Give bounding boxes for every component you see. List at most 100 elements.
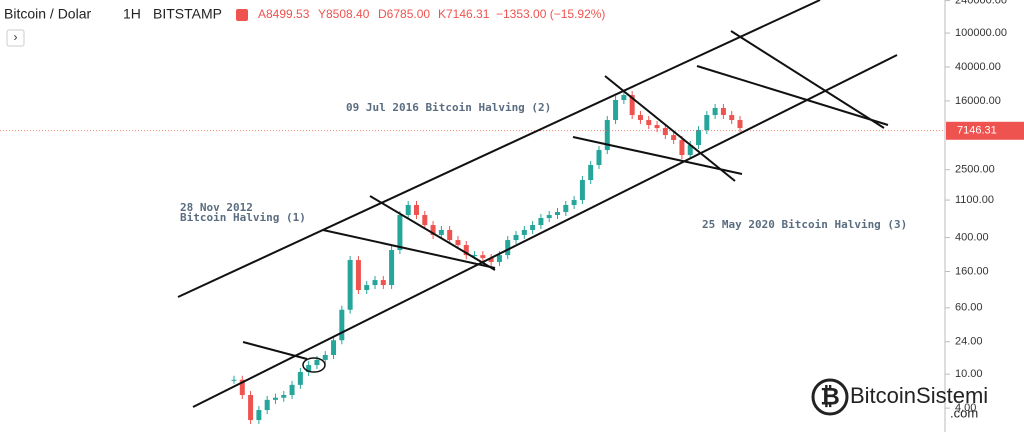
exchange: BITSTAMP: [153, 6, 222, 22]
trend-line: [730, 30, 885, 129]
candle-body: [239, 379, 245, 396]
candle-body: [704, 115, 710, 131]
trend-line: [242, 341, 308, 360]
candle-body: [662, 128, 668, 136]
lower-channel: [192, 54, 898, 408]
candle-body: [413, 204, 419, 216]
trend-lines: [177, 0, 898, 408]
ohlc-open: A8499.53: [258, 7, 310, 21]
candle-body: [538, 218, 544, 226]
candle-body: [389, 249, 395, 286]
ohlc-change: −1353.00 (−15.92%): [496, 7, 605, 21]
candle-body: [281, 395, 287, 398]
header: Bitcoin / Dolar 1H BITSTAMP A8499.53 Y85…: [4, 6, 605, 47]
trend-line: [696, 65, 889, 126]
candle-body: [729, 115, 735, 121]
last-price-badge: [946, 121, 1024, 140]
candle-body: [397, 215, 403, 250]
candle-body: [314, 359, 320, 366]
y-tick-label: 4.00: [955, 402, 976, 414]
candle-body: [472, 255, 478, 257]
candle-body: [272, 397, 278, 400]
candle-body: [646, 120, 652, 126]
y-tick-label: 100000.00: [955, 27, 1007, 39]
candle-body: [604, 120, 610, 151]
candle-body: [447, 229, 453, 241]
candle-body: [355, 260, 361, 291]
last-price-label: 7146.31: [957, 125, 997, 137]
candle-body: [297, 372, 303, 385]
candle-body: [696, 130, 702, 146]
annotation: 09 Jul 2016 Bitcoin Halving (2): [346, 101, 551, 114]
watermark: ₿ BitcoinSistemi .com: [811, 378, 988, 420]
annotation: 25 May 2020 Bitcoin Halving (3): [702, 218, 907, 231]
y-tick-label: 240000.00: [955, 0, 1007, 7]
candle-body: [671, 135, 677, 141]
candle-body: [505, 240, 511, 256]
candle-body: [264, 399, 270, 411]
candle-body: [496, 255, 502, 262]
candle-body: [596, 150, 602, 165]
candle-body: [372, 280, 378, 286]
candle-body: [679, 140, 685, 156]
ohlc-low: D6785.00: [378, 7, 430, 21]
triangle-lower: [322, 229, 496, 269]
candle-body: [720, 108, 726, 116]
candle-body: [339, 309, 345, 341]
triangle-upper: [604, 75, 736, 182]
y-tick-label: 60.00: [955, 302, 983, 314]
candle-body: [687, 145, 693, 156]
candle-body: [463, 245, 469, 256]
candle-body: [563, 204, 569, 212]
candle-body: [322, 354, 328, 360]
interval: 1H: [123, 6, 141, 22]
triangle-lower: [572, 136, 743, 175]
candle-body: [248, 395, 254, 421]
ohlc-high: Y8508.40: [318, 7, 370, 21]
candle-body: [422, 215, 428, 226]
logo-glyph: ₿: [820, 383, 840, 410]
circle-mark: [302, 357, 326, 373]
logo: [811, 378, 849, 416]
annotation: 28 Nov 2012: [180, 201, 253, 214]
candle-body: [256, 410, 262, 421]
candle-body: [571, 200, 577, 205]
price-axis-bg: [945, 0, 1024, 432]
candle-body: [347, 260, 353, 310]
candle-body: [364, 285, 370, 291]
candle-body: [555, 211, 561, 216]
candle-body: [521, 229, 527, 235]
candle-body: [613, 100, 619, 121]
y-tick-label: 24.00: [955, 336, 983, 348]
y-tick-label: 10.00: [955, 368, 983, 380]
candle-body: [488, 258, 494, 262]
candle-body: [480, 255, 486, 259]
status-icon: [236, 9, 248, 21]
ohlc-close: K7146.31: [438, 7, 490, 21]
symbol: Bitcoin / Dolar: [4, 6, 91, 22]
candle-body: [629, 95, 635, 116]
candle-body: [306, 365, 312, 373]
candle-body: [737, 120, 743, 129]
y-tick-label: 160.00: [955, 265, 989, 277]
collapse-button[interactable]: [6, 29, 25, 47]
candle-body: [438, 229, 444, 235]
candle-body: [712, 108, 718, 116]
candle-body: [588, 164, 594, 180]
y-tick-label: 16000.00: [955, 95, 1001, 107]
candle-body: [654, 125, 660, 129]
candle-body: [579, 179, 585, 201]
collapse-icon[interactable]: ›: [14, 30, 18, 44]
y-tick-label: 1100.00: [955, 194, 994, 206]
candle-body: [621, 95, 627, 101]
candle-body: [331, 340, 337, 355]
candle-body: [289, 384, 295, 396]
y-tick-label: 2500.00: [955, 164, 995, 176]
candle-body: [405, 204, 411, 216]
brand: BitcoinSistemi: [850, 383, 988, 408]
annotation: Bitcoin Halving (1): [180, 211, 306, 224]
y-tick-label: 400.00: [955, 231, 989, 243]
candle-body: [546, 215, 552, 219]
